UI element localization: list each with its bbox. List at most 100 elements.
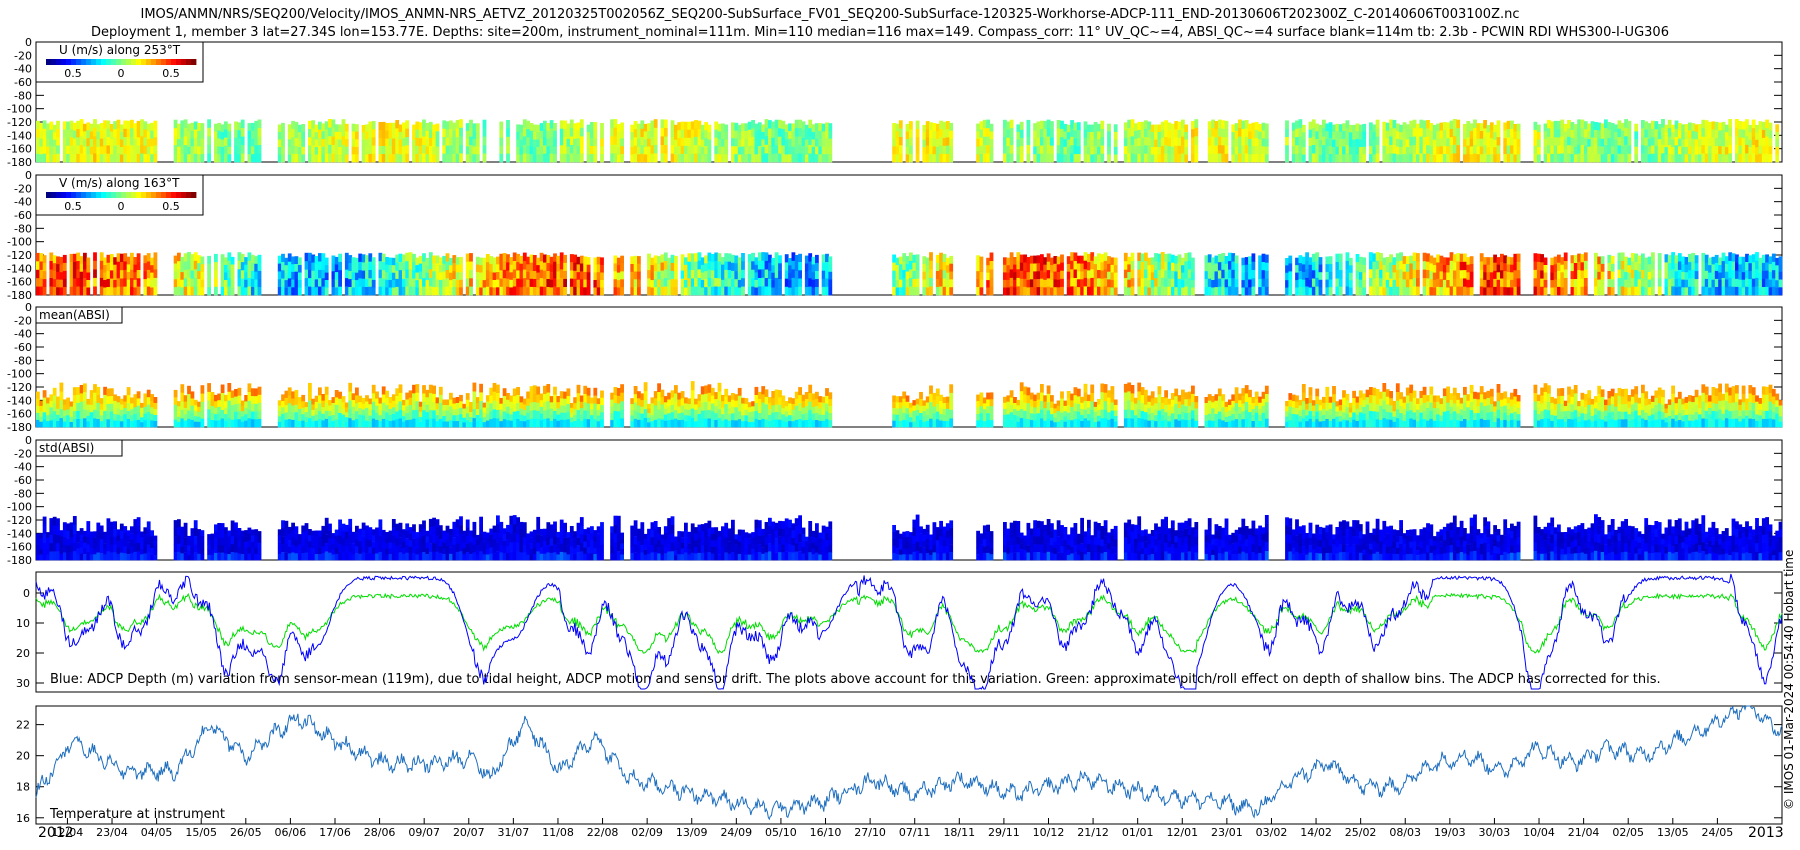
heatmap-cell	[1563, 154, 1568, 163]
heatmap-cell	[391, 146, 396, 155]
heatmap-cell	[79, 263, 84, 272]
heatmap-cell	[1466, 279, 1471, 288]
heatmap-cell	[898, 153, 903, 163]
heatmap-cell	[653, 271, 658, 280]
heatmap-cell	[388, 257, 393, 266]
heatmap-cell	[694, 269, 698, 279]
heatmap-cell	[119, 404, 124, 411]
heatmap-cell	[301, 124, 306, 132]
heatmap-cell	[465, 130, 470, 139]
heatmap-cell	[620, 255, 624, 264]
heatmap-cell	[633, 271, 638, 280]
heatmap-cell	[126, 120, 131, 130]
heatmap-cell	[130, 128, 134, 137]
heatmap-cell	[576, 138, 581, 147]
heatmap-cell	[1318, 132, 1323, 141]
heatmap-cell	[1003, 287, 1007, 296]
heatmap-cell	[207, 279, 211, 288]
heatmap-cell	[667, 265, 671, 273]
heatmap-cell	[59, 279, 64, 288]
heatmap-cell	[284, 412, 289, 421]
heatmap-cell	[1345, 252, 1350, 262]
heatmap-cell	[358, 278, 363, 287]
heatmap-cell	[1083, 129, 1088, 138]
heatmap-cell	[415, 121, 420, 130]
heatmap-cell	[516, 387, 520, 396]
heatmap-cell	[314, 279, 319, 288]
heatmap-cell	[1560, 264, 1565, 273]
heatmap-cell	[633, 145, 638, 155]
heatmap-cell	[328, 405, 332, 412]
heatmap-cell	[459, 420, 463, 428]
heatmap-cell	[784, 286, 789, 296]
heatmap-cell	[173, 412, 178, 420]
heatmap-cell	[670, 137, 675, 146]
heatmap-cell	[422, 145, 426, 154]
heatmap-cell	[361, 278, 366, 288]
y-tick-label: -180	[7, 289, 32, 302]
heatmap-cell	[418, 406, 423, 413]
heatmap-cell	[334, 256, 339, 265]
heatmap-cell	[1758, 121, 1763, 130]
heatmap-cell	[1456, 145, 1461, 154]
heatmap-cell	[573, 154, 577, 163]
heatmap-cell	[1234, 279, 1239, 288]
heatmap-cell	[42, 287, 47, 296]
heatmap-cell	[49, 137, 54, 147]
heatmap-cell	[1315, 146, 1320, 155]
heatmap-cell	[1664, 132, 1669, 140]
heatmap-cell	[1714, 278, 1719, 288]
heatmap-cell	[1170, 139, 1175, 147]
heatmap-cell	[1768, 279, 1773, 288]
heatmap-cell	[1375, 269, 1380, 279]
heatmap-cell	[613, 127, 618, 137]
heatmap-cell	[1657, 261, 1662, 271]
heatmap-cell	[717, 253, 722, 262]
heatmap-cell	[768, 286, 772, 296]
heatmap-cell	[79, 144, 84, 154]
heatmap-cell	[388, 138, 393, 147]
heatmap-cell	[1728, 277, 1733, 287]
heatmap-cell	[1056, 287, 1061, 296]
heatmap-cell	[1718, 154, 1722, 163]
heatmap-cell	[1647, 256, 1652, 265]
heatmap-cell	[1469, 256, 1474, 265]
heatmap-cell	[297, 397, 302, 404]
heatmap-cell	[1536, 278, 1541, 288]
heatmap-cell	[1547, 119, 1551, 129]
heatmap-cell	[240, 405, 245, 412]
heatmap-cell	[1013, 272, 1017, 281]
heatmap-cell	[257, 278, 262, 288]
heatmap-cell	[308, 261, 312, 270]
heatmap-cell	[334, 124, 339, 133]
heatmap-cell	[939, 278, 943, 287]
heatmap-cell	[596, 256, 601, 265]
heatmap-cell	[1090, 277, 1095, 287]
heatmap-cell	[1056, 145, 1061, 154]
heatmap-cell	[472, 400, 477, 410]
colorbar-swatch	[126, 59, 132, 65]
heatmap-cell	[724, 154, 729, 163]
heatmap-cell	[710, 254, 715, 263]
heatmap-cell	[365, 147, 369, 155]
heatmap-cell	[1513, 278, 1518, 287]
heatmap-cell	[348, 400, 353, 410]
heatmap-cell	[150, 265, 154, 273]
heatmap-cell	[197, 401, 201, 408]
heatmap-cell	[754, 287, 759, 296]
heatmap-cell	[308, 120, 312, 130]
heatmap-cell	[415, 153, 420, 163]
heatmap-cell	[1778, 256, 1783, 265]
heatmap-cell	[1389, 119, 1393, 129]
heatmap-cell	[650, 287, 655, 296]
heatmap-cell	[620, 271, 624, 280]
heatmap-cell	[935, 287, 940, 296]
heatmap-cell	[559, 278, 564, 287]
heatmap-cell	[492, 418, 497, 428]
heatmap-cell	[727, 270, 732, 279]
heatmap-cell	[1204, 287, 1209, 296]
heatmap-cell	[680, 145, 685, 155]
heatmap-cell	[499, 153, 504, 163]
heatmap-cell	[1573, 131, 1578, 140]
heatmap-cell	[1392, 264, 1397, 273]
